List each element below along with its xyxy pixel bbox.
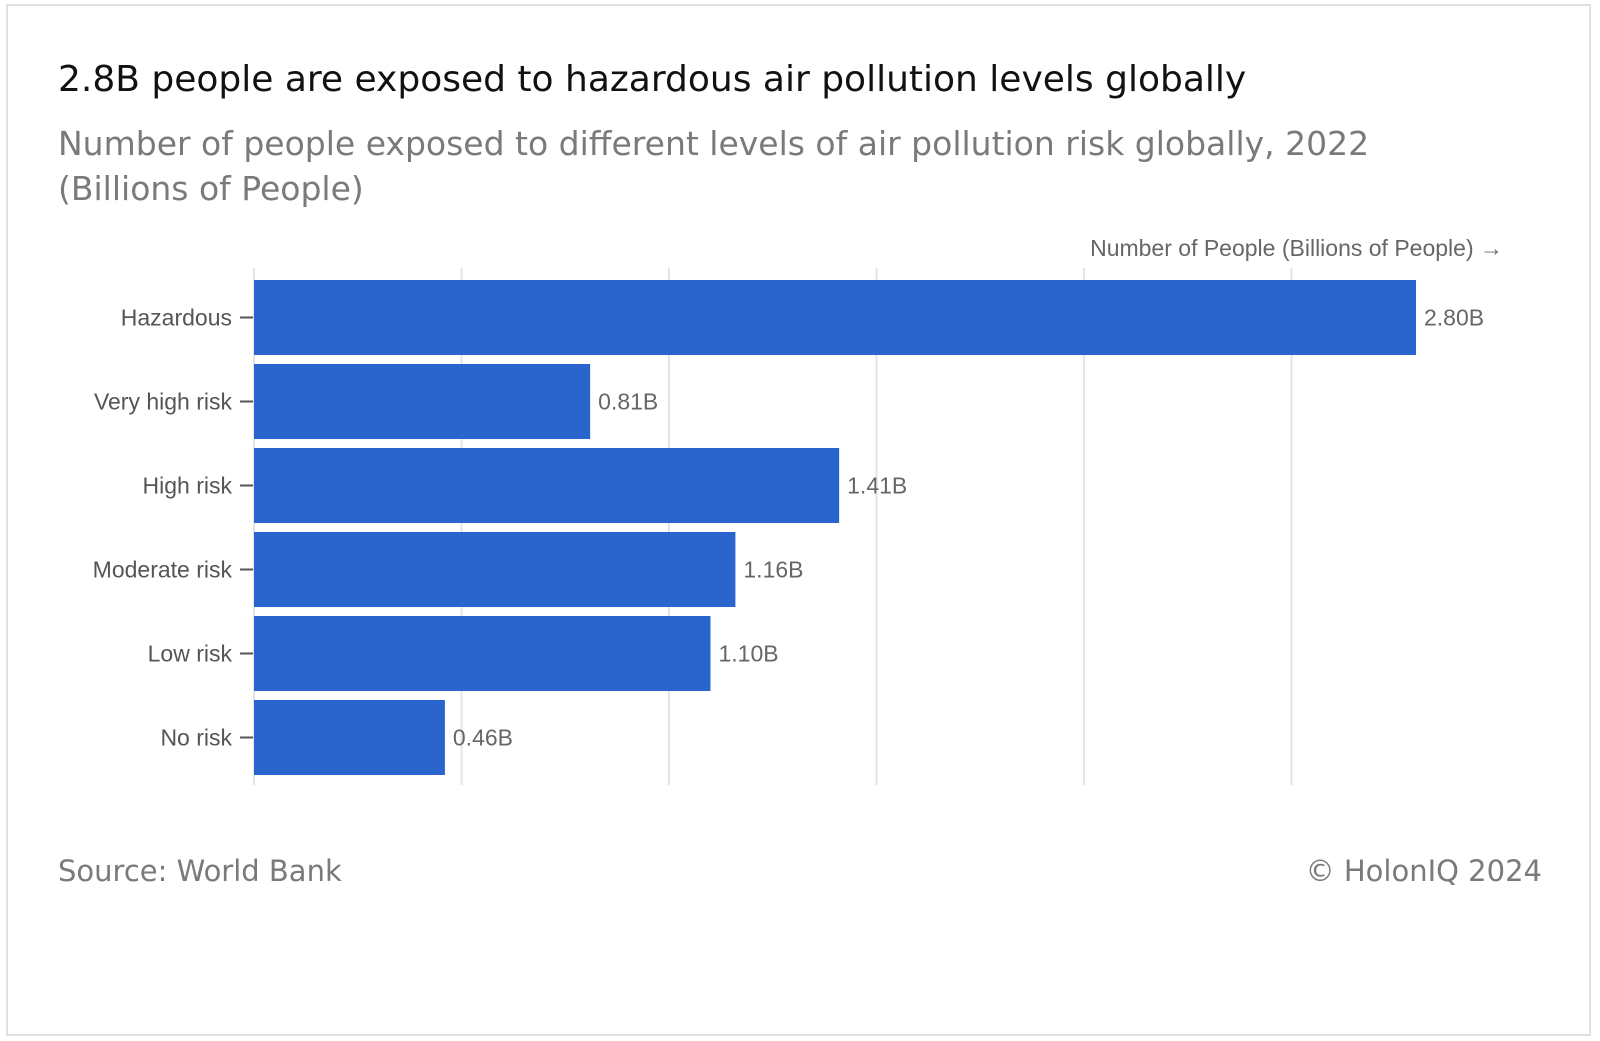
data-label: 1.16B bbox=[743, 557, 803, 583]
bar bbox=[254, 616, 711, 691]
bar bbox=[254, 280, 1416, 355]
data-label: 0.46B bbox=[453, 725, 513, 751]
category-label: High risk bbox=[143, 473, 233, 499]
x-axis-title: Number of People (Billions of People) → bbox=[1090, 235, 1503, 261]
chart-title: 2.8B people are exposed to hazardous air… bbox=[58, 59, 1247, 100]
category-label: Hazardous bbox=[121, 305, 232, 331]
data-label: 1.41B bbox=[847, 473, 907, 499]
source-note: Source: World Bank bbox=[58, 854, 342, 888]
category-label: No risk bbox=[160, 725, 232, 751]
copyright-note: © HolonIQ 2024 bbox=[1305, 854, 1542, 888]
chart-subtitle: Number of people exposed to different le… bbox=[58, 124, 1370, 208]
bar bbox=[254, 364, 591, 439]
category-label: Very high risk bbox=[94, 389, 233, 415]
bar bbox=[254, 448, 840, 523]
bar bbox=[254, 532, 736, 607]
category-label: Moderate risk bbox=[93, 557, 233, 583]
data-label: 0.81B bbox=[598, 389, 658, 415]
category-label: Low risk bbox=[148, 641, 233, 667]
bar bbox=[254, 700, 445, 775]
data-label: 2.80B bbox=[1424, 305, 1484, 331]
data-label: 1.10B bbox=[719, 641, 779, 667]
